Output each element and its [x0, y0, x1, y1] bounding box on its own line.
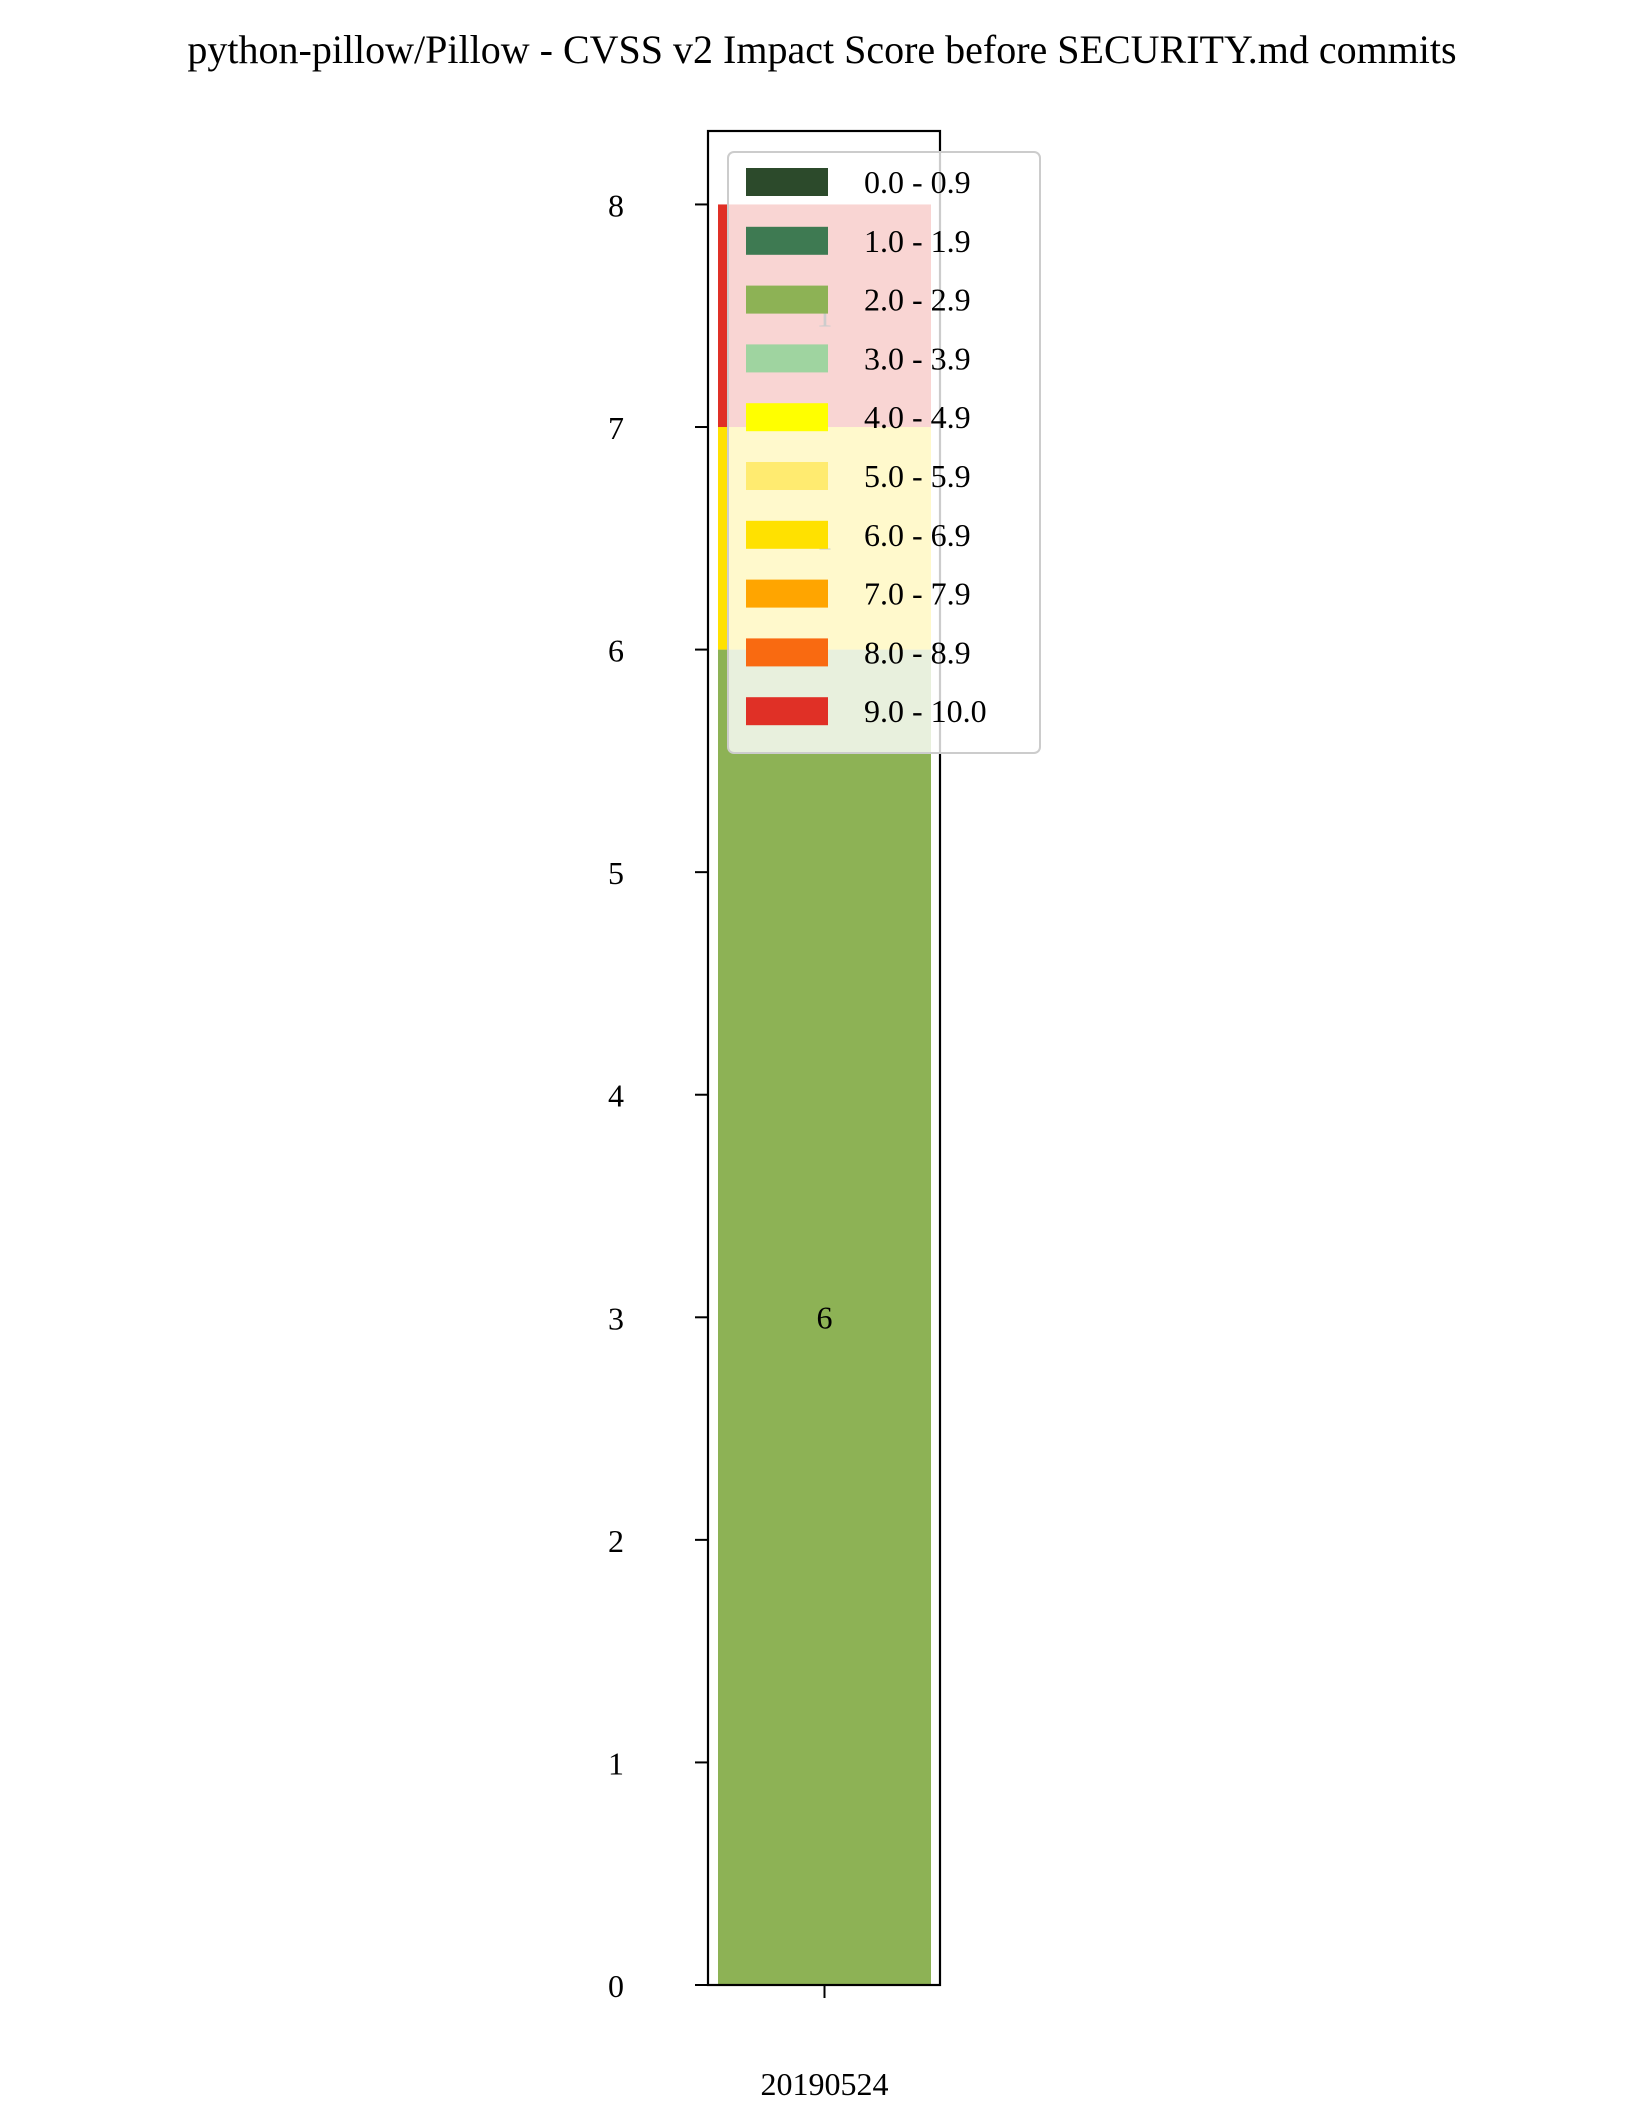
- legend-label: 2.0 - 2.9: [864, 282, 971, 318]
- legend-label: 0.0 - 0.9: [864, 164, 971, 200]
- y-axis: 0 1 2 3 4 5 6 7 8: [608, 187, 708, 2004]
- data-label: 6: [817, 1299, 833, 1335]
- legend-swatch: [746, 697, 828, 726]
- legend-swatch: [746, 638, 828, 667]
- legend-label: 3.0 - 3.9: [864, 340, 971, 376]
- legend-swatch: [746, 462, 828, 490]
- y-tick-label: 4: [608, 1078, 624, 1114]
- y-tick-label: 6: [608, 633, 624, 669]
- legend-label: 9.0 - 10.0: [864, 693, 987, 729]
- legend-swatch: [746, 520, 828, 549]
- legend-swatch: [746, 168, 828, 196]
- bar-segment-2-0-2-9: [718, 649, 931, 1985]
- legend-label: 1.0 - 1.9: [864, 223, 971, 259]
- legend: 0.0 - 0.9 1.0 - 1.9 2.0 - 2.9 3.0 - 3.9 4.0 …: [727, 151, 1041, 754]
- y-tick-label: 0: [608, 1968, 624, 2004]
- legend-label: 8.0 - 8.9: [864, 634, 971, 670]
- y-tick-label: 2: [608, 1523, 624, 1559]
- y-tick-label: 5: [608, 855, 624, 891]
- y-tick-label: 7: [608, 410, 624, 446]
- legend-label: 5.0 - 5.9: [864, 458, 971, 494]
- legend-swatch: [746, 344, 828, 373]
- x-tick-label: 20190524: [761, 2066, 889, 2102]
- legend-label: 7.0 - 7.9: [864, 576, 971, 612]
- y-tick-label: 8: [608, 187, 624, 223]
- legend-label: 4.0 - 4.9: [864, 399, 971, 435]
- legend-swatch: [746, 403, 828, 432]
- legend-swatch: [746, 579, 828, 608]
- y-tick-label: 3: [608, 1300, 624, 1336]
- chart-title: python-pillow/Pillow - CVSS v2 Impact Sc…: [187, 27, 1456, 72]
- y-tick-label: 1: [608, 1745, 624, 1781]
- legend-swatch: [746, 226, 828, 255]
- legend-label: 6.0 - 6.9: [864, 517, 971, 553]
- legend-swatch: [746, 285, 828, 314]
- x-axis: 20190524: [761, 1985, 889, 2102]
